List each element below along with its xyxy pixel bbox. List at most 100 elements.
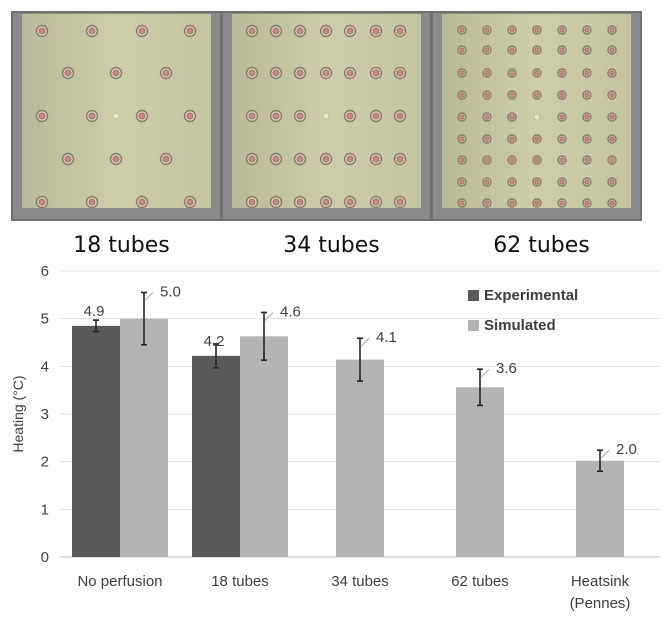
tube-core — [484, 179, 490, 185]
tube-core — [509, 200, 515, 206]
tube-core — [609, 179, 615, 185]
tube-core — [584, 200, 590, 206]
tube-core — [609, 70, 615, 76]
tube-core — [272, 27, 280, 35]
tube-core — [559, 70, 565, 76]
probe-marker — [322, 112, 330, 120]
data-label: 4.6 — [280, 303, 301, 320]
tube-core — [584, 179, 590, 185]
tube-core — [322, 198, 330, 206]
legend-label-simulated: Simulated — [484, 317, 556, 334]
tube-core — [459, 70, 465, 76]
tube-core — [584, 136, 590, 142]
tube-core — [88, 198, 96, 206]
tube-layout-panels: 18 tubes 34 tubes 62 tubes — [11, 11, 642, 258]
y-tick-label: 5 — [41, 311, 49, 328]
tube-core — [186, 112, 194, 120]
tube-core — [459, 136, 465, 142]
tube-panel-1 — [11, 11, 222, 221]
tube-core — [38, 198, 46, 206]
tube-core — [346, 155, 354, 163]
tube-core — [559, 200, 565, 206]
legend-swatch-simulated — [468, 320, 479, 331]
tube-core — [296, 198, 304, 206]
tube-core — [346, 112, 354, 120]
tube-core — [559, 92, 565, 98]
tube-core — [534, 157, 540, 163]
tube-core — [534, 179, 540, 185]
tube-core — [112, 155, 120, 163]
tube-core — [38, 112, 46, 120]
panel-gel — [22, 14, 211, 208]
panel-label-2: 34 tubes — [283, 233, 380, 258]
tube-core — [459, 47, 465, 53]
tube-core — [459, 179, 465, 185]
tube-core — [609, 114, 615, 120]
tube-core — [186, 27, 194, 35]
tube-core — [609, 92, 615, 98]
tube-core — [64, 69, 72, 77]
y-tick-label: 4 — [41, 358, 49, 375]
tube-core — [396, 198, 404, 206]
label-leader-line — [264, 312, 274, 321]
tube-core — [484, 200, 490, 206]
tube-core — [346, 27, 354, 35]
tube-core — [484, 114, 490, 120]
tube-core — [138, 27, 146, 35]
tube-panel-3 — [431, 11, 642, 221]
x-category-label: Heatsink — [571, 573, 630, 590]
data-label: 4.9 — [84, 303, 105, 320]
tube-core — [396, 27, 404, 35]
tube-core — [609, 27, 615, 33]
tube-core — [186, 198, 194, 206]
tube-core — [272, 155, 280, 163]
tube-core — [272, 112, 280, 120]
probe-marker — [533, 113, 541, 121]
data-label: 3.6 — [496, 360, 517, 377]
tube-core — [584, 114, 590, 120]
tube-core — [248, 198, 256, 206]
tube-core — [296, 69, 304, 77]
tube-core — [459, 114, 465, 120]
tube-core — [609, 157, 615, 163]
tube-core — [484, 157, 490, 163]
tube-core — [484, 92, 490, 98]
tube-core — [296, 27, 304, 35]
tube-core — [559, 114, 565, 120]
tube-core — [584, 157, 590, 163]
tube-core — [534, 70, 540, 76]
tube-core — [396, 155, 404, 163]
tube-core — [396, 69, 404, 77]
panel-gel — [232, 14, 421, 208]
tube-panel-2 — [221, 11, 432, 221]
tube-core — [559, 179, 565, 185]
tube-core — [459, 92, 465, 98]
data-label: 5.0 — [160, 283, 181, 300]
tube-core — [534, 136, 540, 142]
y-tick-label: 3 — [41, 406, 49, 423]
tube-core — [509, 70, 515, 76]
tube-core — [534, 92, 540, 98]
tube-core — [372, 112, 380, 120]
tube-core — [248, 155, 256, 163]
tube-core — [138, 112, 146, 120]
bar-simulated — [120, 318, 168, 557]
tube-core — [459, 200, 465, 206]
tube-core — [509, 27, 515, 33]
tube-core — [609, 47, 615, 53]
y-axis-title: Heating (°C) — [10, 375, 26, 452]
bar-experimental — [192, 355, 240, 557]
tube-core — [534, 27, 540, 33]
x-category-label: 62 tubes — [451, 573, 509, 590]
tube-core — [534, 47, 540, 53]
tube-core — [509, 47, 515, 53]
bar-simulated — [576, 460, 624, 557]
data-label: 4.2 — [204, 333, 225, 350]
tube-core — [88, 27, 96, 35]
x-category-label: 34 tubes — [331, 573, 389, 590]
tube-core — [509, 92, 515, 98]
tube-core — [484, 70, 490, 76]
tube-core — [372, 155, 380, 163]
tube-core — [322, 155, 330, 163]
tube-core — [559, 47, 565, 53]
